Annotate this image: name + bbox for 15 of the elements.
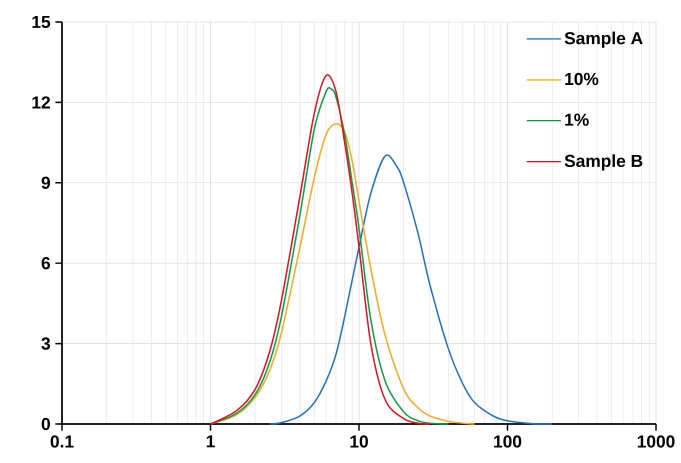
x-tick-label: 10 — [350, 435, 368, 448]
y-tick-label: 15 — [32, 16, 50, 28]
x-tick-label: 1000 — [638, 435, 675, 448]
x-tick-label: 1 — [206, 435, 215, 448]
legend-label: 10% — [565, 72, 598, 86]
legend-label: Sample A — [564, 32, 643, 48]
x-tick-label: 0.1 — [50, 435, 74, 448]
y-tick-label: 3 — [41, 337, 50, 350]
y-tick-label: 9 — [42, 176, 50, 189]
legend-label: 1% — [565, 114, 589, 126]
y-tick-label: 0 — [42, 418, 50, 430]
y-tick-label: 12 — [32, 96, 50, 108]
x-tick-label: 100 — [494, 435, 522, 448]
legend-label: Sample B — [564, 154, 642, 170]
y-tick-label: 6 — [42, 257, 50, 270]
